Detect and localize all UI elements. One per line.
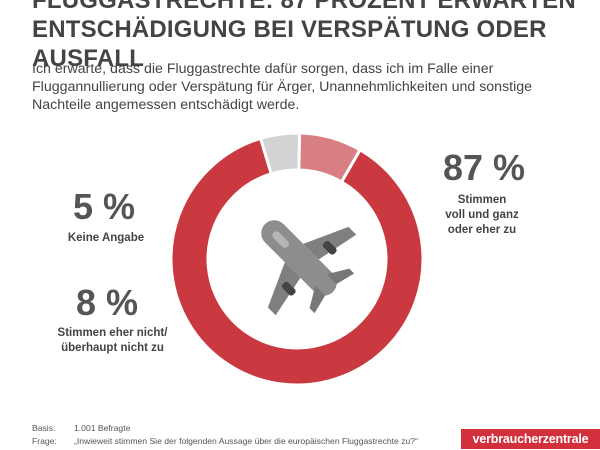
airplane-icon — [261, 220, 357, 316]
no-answer-category-label: Keine Angabe — [51, 231, 161, 246]
airplane-left-engine — [281, 281, 296, 296]
disagree-label-line-2: überhaupt nicht zu — [61, 342, 164, 354]
agree-category-label: Stimmen voll und ganz oder eher zu — [437, 193, 527, 238]
disagree-value-label: 8 % — [76, 282, 139, 323]
title-line-2: ENTSCHÄDIGUNG BEI VERSPÄTUNG ODER AUSFAL… — [32, 16, 547, 72]
question-value: „Inwieweit stimmen Sie der folgenden Aus… — [74, 436, 418, 446]
survey-footer: Basis: 1.001 Befragte Frage: „Inwieweit … — [32, 422, 452, 448]
airplane-right-tail — [326, 268, 355, 285]
agree-label-line-2: voll und ganz — [445, 209, 519, 221]
page-title: FLUGGASTRECHTE: 87 PROZENT ERWARTEN ENTS… — [32, 0, 592, 73]
disagree-slice — [297, 131, 363, 184]
donut-slices — [169, 131, 425, 387]
question-label: Frage: — [32, 436, 57, 446]
agree-label-line-1: Stimmen — [457, 194, 507, 206]
question-row: Frage: „Inwieweit stimmen Sie der folgen… — [32, 435, 452, 448]
no-answer-value-label: 5 % — [73, 186, 136, 227]
basis-row: Basis: 1.001 Befragte — [32, 422, 452, 435]
disagree-category-label: Stimmen eher nicht/ überhaupt nicht zu — [45, 326, 180, 356]
statement-subtitle: Ich erwarte, dass die Fluggastrechte daf… — [32, 61, 533, 113]
airplane-left-tail — [309, 285, 326, 314]
agree-value-label: 87 % — [443, 147, 526, 188]
airplane-window-highlight — [272, 231, 289, 248]
airplane-right-engine — [322, 240, 337, 255]
agree-label-line-3: oder eher zu — [447, 224, 517, 236]
basis-value: 1.001 Befragte — [74, 423, 131, 433]
agree-slice — [169, 136, 425, 387]
no-answer-label-line-1: Keine Angabe — [67, 232, 145, 244]
brand-logo: verbraucherzentrale — [461, 429, 600, 449]
disagree-label-line-1: Stimmen eher nicht/ — [57, 327, 168, 339]
airplane-fuselage — [261, 220, 337, 296]
title-line-1: FLUGGASTRECHTE: 87 PROZENT ERWARTEN — [32, 0, 576, 14]
basis-label: Basis: — [32, 423, 56, 433]
